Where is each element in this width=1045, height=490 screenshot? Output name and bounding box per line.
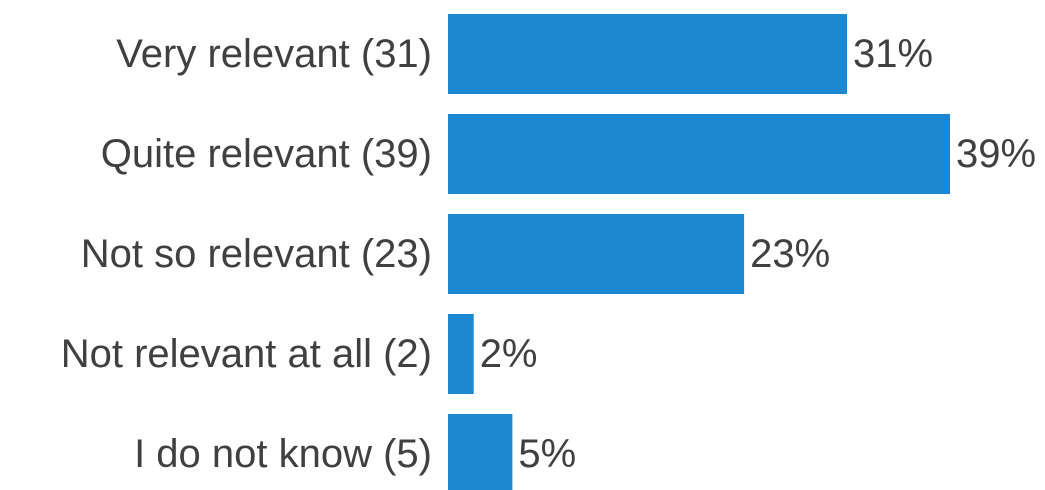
value-label-quite-relevant: 39% [956,132,1036,176]
category-label-i-do-not-know: I do not know (5) [134,432,432,476]
bars-group [448,14,950,490]
value-label-i-do-not-know: 5% [518,432,576,476]
category-label-not-relevant-at-all: Not relevant at all (2) [61,332,432,376]
value-label-not-so-relevant: 23% [750,232,830,276]
category-labels: Very relevant (31) Quite relevant (39) Not… [61,32,432,476]
category-label-not-so-relevant: Not so relevant (23) [81,232,432,276]
category-label-quite-relevant: Quite relevant (39) [101,132,432,176]
value-label-very-relevant: 31% [853,32,933,76]
value-label-not-relevant-at-all: 2% [480,332,538,376]
category-label-very-relevant: Very relevant (31) [116,32,432,76]
bar-quite-relevant [448,114,950,194]
bar-very-relevant [448,14,847,94]
bar-not-relevant-at-all [448,314,474,394]
bar-i-do-not-know [448,414,513,490]
value-labels: 31% 39% 23% 2% 5% [480,32,1036,476]
bar-not-so-relevant [448,214,745,294]
